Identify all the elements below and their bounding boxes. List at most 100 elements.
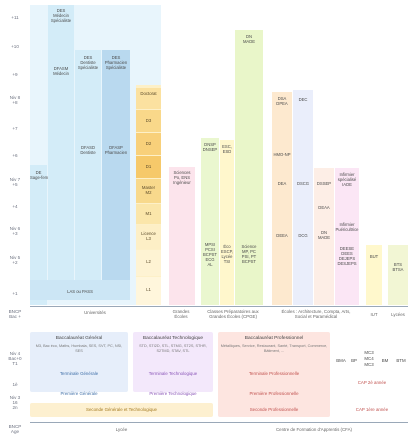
des-pharma-label: DES Pharmacien Spécialiste — [104, 55, 128, 70]
level-label: +9 — [12, 72, 18, 77]
level-label: BNCP Age — [8, 424, 22, 434]
terminale-pro: Terminale Professionnelle — [248, 371, 300, 376]
bac-pro-sub: Métalliques, Service, Restaurant, Santé,… — [220, 344, 328, 353]
cpge-col1-label: MPSI PCSI BCPST ECG AL — [203, 242, 217, 267]
des-medecin-label: DES Médecin Spécialiste — [50, 8, 72, 23]
sage-femme-column — [30, 165, 47, 305]
arts-column — [314, 168, 334, 305]
las-pass-bar — [30, 280, 130, 300]
but-column — [366, 245, 382, 305]
bac-general-title: Baccalauréat Général — [55, 336, 103, 341]
level-label: +11 — [11, 15, 19, 20]
bac-general-panel — [30, 332, 128, 392]
d3-box: D3 — [136, 110, 161, 132]
l2-box: L2 — [136, 250, 161, 276]
sage-femme-label: DE Sage-femme — [30, 170, 54, 180]
deea-label: DEEA — [276, 233, 288, 238]
seconde-gt-bar — [30, 403, 213, 417]
level-label: Niv 3 16 2n — [9, 395, 21, 410]
bma-label: BMA — [336, 358, 346, 363]
dea-label: DEA — [277, 181, 287, 186]
medecin-column — [48, 5, 74, 295]
deaa-label: DEAA — [318, 205, 330, 210]
premiere-techno: Première Technologique — [149, 391, 197, 396]
universites-label: Universités — [84, 310, 106, 315]
terminale-techno: Terminale Technologique — [148, 371, 198, 376]
premiere-generale: Première Générale — [60, 391, 98, 396]
dfasd-label: DFASD Dentiste — [80, 145, 96, 155]
level-label: +1 — [12, 291, 18, 296]
cpge-green-column — [201, 138, 219, 305]
dnsp-label: DNSP DNSEP — [202, 142, 218, 152]
cpge-col3-label: Science MP, PC PSI, PT BCPST — [241, 244, 257, 264]
hmonp-label: HMO-NP — [273, 152, 291, 157]
level-label: +10 — [11, 44, 19, 49]
grandes-ecoles-column — [169, 167, 195, 305]
compta-column — [293, 90, 313, 305]
dentiste-column — [75, 50, 101, 280]
grandes-ecoles-category: Grandes Écoles — [172, 309, 190, 319]
dcg-label: DCG — [298, 233, 308, 238]
level-label: Niv 7 +5 — [9, 177, 21, 187]
cpge-category: Classes Préparatoires aux Grandes Écoles… — [207, 309, 259, 319]
dsa-column — [272, 92, 292, 305]
bac-pro-title: Baccalauréat Professionnel — [244, 336, 304, 341]
premiere-pro: Première Professionnelle — [249, 391, 299, 396]
dfasm-label: DFASM Médecin — [53, 66, 69, 76]
l1-box: L1 — [136, 277, 161, 305]
pharmacien-column — [102, 50, 130, 280]
lycees-category: Lycées — [391, 312, 405, 317]
ecoles-category: Écoles : Architecture, Compta, Arts, Soc… — [281, 309, 351, 319]
cap2-label: CAP 2è année — [357, 380, 387, 385]
level-label: Niv 4 Bac+0 T1 — [8, 351, 22, 366]
mc-label: MC3 MC4 MC3 — [364, 350, 374, 367]
master-box: Master M2 — [136, 179, 161, 203]
d2-box: D2 — [136, 133, 161, 155]
level-label: Niv 8 +8 — [9, 95, 21, 105]
level-label: BNCP Bac + — [8, 309, 22, 319]
bac-techno-panel — [133, 332, 213, 392]
doctorat-box: Doctorat — [136, 88, 161, 109]
dn-label: DN MADE — [242, 34, 256, 44]
d1-box: D1 — [136, 156, 161, 178]
level-label: 1è — [12, 382, 18, 387]
des-dentiste-label: DES Dentiste Spécialiste — [77, 55, 99, 70]
cfa-footer: Centre de Formation d'Apprentis (CFA) — [276, 427, 352, 432]
social-column — [335, 168, 359, 305]
infirmier-label: Infirmier spécialisé IADE — [337, 172, 357, 187]
level-label: +6 — [12, 153, 18, 158]
seconde-pro: Seconde Professionnelle — [249, 407, 299, 412]
level-label: +4 — [12, 204, 18, 209]
cpge-col2-label: Éco ESCP, Lycée TSI — [220, 244, 234, 264]
dn-made-label: DN MADE — [317, 230, 331, 240]
dssp-label: DSSEP — [316, 181, 332, 186]
bm-label: BM — [381, 358, 389, 363]
terminale-generale: Terminale Générale — [59, 371, 99, 376]
dsa-label: DSA DPEA — [276, 96, 288, 106]
footer-divider — [30, 422, 408, 423]
infirmier2-label: Infirmier Puéricultrice — [335, 222, 359, 232]
bts-column — [388, 245, 408, 305]
bp-label: BP — [351, 358, 357, 363]
bac-divider — [30, 306, 408, 307]
level-label: Niv 5 +2 — [9, 255, 21, 265]
iut-category: IUT — [370, 312, 378, 317]
dfasp-label: DFASP Pharmacien — [104, 145, 128, 155]
btm-label: BTM — [396, 358, 406, 363]
grandes-ecoles-label: Sciences Po, ENS Ingénieur — [173, 170, 191, 185]
cpge-yellow-column — [220, 140, 234, 305]
m1-box: M1 — [136, 204, 161, 224]
las-pass-label: LAS ou PASS — [67, 289, 93, 294]
bac-general-sub: M3, Bac éco, Maths, Humbala, SES, SVT, P… — [35, 344, 123, 353]
bts-label: BTS BTSA — [392, 262, 404, 272]
cfa-panel — [334, 332, 410, 417]
seconde-gt-label: Seconde Générale et Technologique — [86, 407, 157, 412]
bac-techno-sub: STD, STI2D, STL, STMG, ST2S, STHR, S2TMD… — [139, 344, 207, 353]
cpge-green2-column — [235, 30, 263, 305]
but-label: BUT — [369, 254, 379, 259]
level-label: +7 — [12, 126, 18, 131]
licence-box: Licence L3 — [136, 225, 161, 249]
deese-label: DEESE DEES DEJEPS DESJEPS — [337, 246, 357, 266]
lycee-footer: Lycée — [115, 427, 128, 432]
bac-pro-panel — [218, 332, 330, 417]
